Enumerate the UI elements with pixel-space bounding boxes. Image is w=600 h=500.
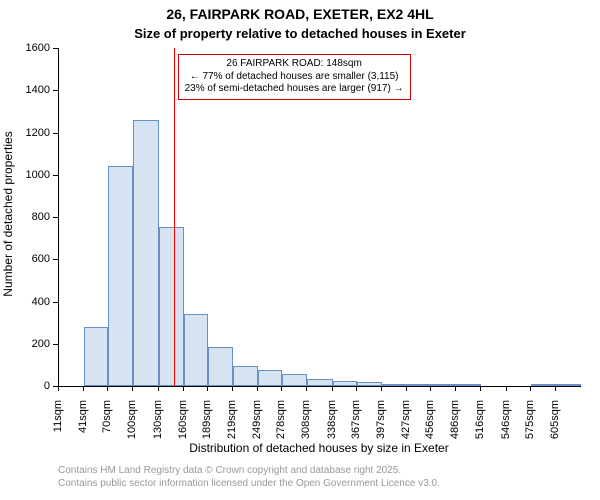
xtick-mark — [306, 386, 307, 391]
ytick-mark — [53, 175, 58, 176]
histogram-bar — [382, 384, 407, 386]
ytick-label: 1000 — [16, 169, 50, 181]
xtick-label: 456sqm — [424, 400, 436, 450]
histogram-bar — [282, 374, 307, 386]
histogram-bar — [84, 327, 108, 386]
xtick-label: 11sqm — [52, 400, 64, 450]
xtick-label: 130sqm — [152, 400, 164, 450]
xtick-mark — [58, 386, 59, 391]
xtick-label: 338sqm — [326, 400, 338, 450]
histogram-bar — [184, 314, 208, 386]
ytick-mark — [53, 344, 58, 345]
xtick-mark — [232, 386, 233, 391]
annotation-line: 23% of semi-detached houses are larger (… — [185, 83, 404, 96]
xtick-mark — [406, 386, 407, 391]
histogram-bar — [556, 384, 581, 386]
footnote-line: Contains HM Land Registry data © Crown c… — [58, 464, 440, 477]
ytick-mark — [53, 133, 58, 134]
xtick-mark — [83, 386, 84, 391]
histogram-bar — [431, 384, 456, 386]
xtick-mark — [530, 386, 531, 391]
xtick-mark — [107, 386, 108, 391]
chart-subtitle: Size of property relative to detached ho… — [0, 26, 600, 41]
xtick-mark — [207, 386, 208, 391]
histogram-bar — [333, 381, 357, 386]
ytick-mark — [53, 259, 58, 260]
xtick-mark — [381, 386, 382, 391]
histogram-bar — [307, 379, 332, 386]
histogram-chart: 26, FAIRPARK ROAD, EXETER, EX2 4HL Size … — [0, 0, 600, 500]
histogram-bar — [407, 384, 431, 386]
xtick-mark — [183, 386, 184, 391]
footnote: Contains HM Land Registry data © Crown c… — [58, 464, 440, 490]
xtick-mark — [332, 386, 333, 391]
histogram-bar — [108, 166, 133, 386]
histogram-bar — [133, 120, 158, 386]
ytick-label: 600 — [16, 253, 50, 265]
xtick-label: 41sqm — [77, 400, 89, 450]
annotation-line: 26 FAIRPARK ROAD: 148sqm — [185, 58, 404, 71]
xtick-label: 546sqm — [500, 400, 512, 450]
annotation-line: ← 77% of detached houses are smaller (3,… — [185, 71, 404, 84]
xtick-label: 70sqm — [101, 400, 113, 450]
xtick-label: 516sqm — [474, 400, 486, 450]
ytick-mark — [53, 302, 58, 303]
histogram-bar — [258, 370, 282, 386]
histogram-bar — [357, 382, 382, 386]
ytick-mark — [53, 48, 58, 49]
xtick-label: 367sqm — [350, 400, 362, 450]
xtick-label: 160sqm — [177, 400, 189, 450]
ytick-mark — [53, 90, 58, 91]
xtick-mark — [430, 386, 431, 391]
xtick-mark — [257, 386, 258, 391]
xtick-label: 308sqm — [300, 400, 312, 450]
footnote-line: Contains public sector information licen… — [58, 477, 440, 490]
xtick-label: 605sqm — [549, 400, 561, 450]
xtick-label: 427sqm — [400, 400, 412, 450]
xtick-mark — [158, 386, 159, 391]
histogram-bar — [159, 227, 184, 386]
xtick-mark — [480, 386, 481, 391]
xtick-mark — [555, 386, 556, 391]
property-marker-line — [174, 48, 175, 386]
xtick-label: 189sqm — [201, 400, 213, 450]
ytick-label: 200 — [16, 338, 50, 350]
xtick-label: 278sqm — [275, 400, 287, 450]
ytick-label: 1400 — [16, 84, 50, 96]
xtick-label: 100sqm — [126, 400, 138, 450]
xtick-mark — [132, 386, 133, 391]
xtick-label: 486sqm — [449, 400, 461, 450]
ytick-label: 400 — [16, 296, 50, 308]
ytick-mark — [53, 217, 58, 218]
annotation-box: 26 FAIRPARK ROAD: 148sqm← 77% of detache… — [178, 54, 411, 100]
ytick-label: 1200 — [16, 127, 50, 139]
histogram-bar — [456, 384, 481, 386]
xtick-label: 575sqm — [524, 400, 536, 450]
histogram-bar — [208, 347, 233, 386]
ytick-label: 800 — [16, 211, 50, 223]
xtick-label: 219sqm — [226, 400, 238, 450]
xtick-mark — [455, 386, 456, 391]
xtick-mark — [506, 386, 507, 391]
ytick-label: 0 — [16, 380, 50, 392]
histogram-bar — [233, 366, 258, 386]
histogram-bar — [531, 384, 556, 386]
xtick-mark — [356, 386, 357, 391]
y-axis-label: Number of detached properties — [1, 114, 15, 314]
ytick-label: 1600 — [16, 42, 50, 54]
chart-title: 26, FAIRPARK ROAD, EXETER, EX2 4HL — [0, 6, 600, 22]
xtick-mark — [281, 386, 282, 391]
plot-area: 26 FAIRPARK ROAD: 148sqm← 77% of detache… — [58, 48, 581, 387]
xtick-label: 397sqm — [375, 400, 387, 450]
xtick-label: 249sqm — [251, 400, 263, 450]
